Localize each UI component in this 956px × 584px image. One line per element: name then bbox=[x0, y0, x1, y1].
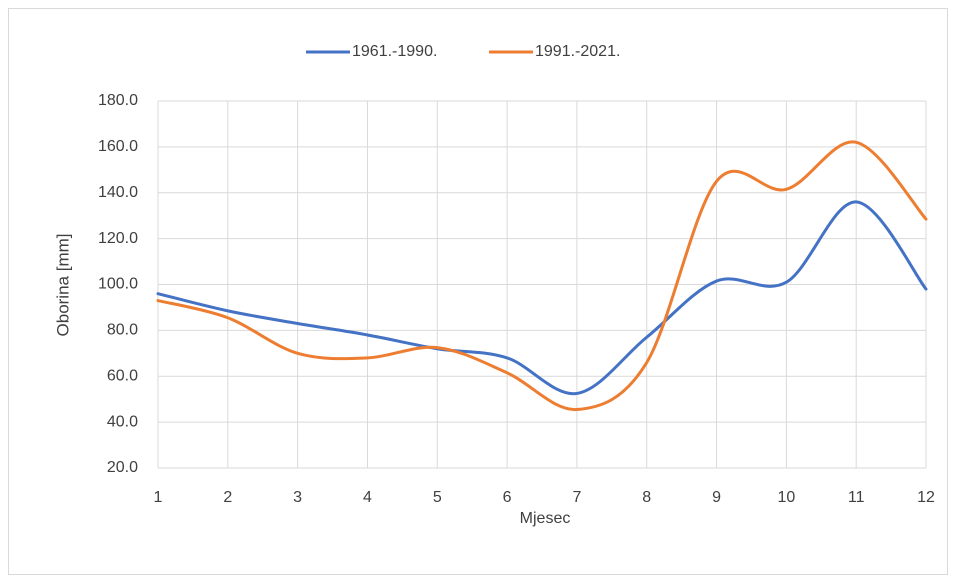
x-tick-label: 8 bbox=[642, 489, 651, 506]
y-tick-label: 160.0 bbox=[98, 138, 138, 155]
series-line bbox=[156, 140, 928, 412]
y-tick-label: 100.0 bbox=[98, 276, 138, 293]
y-axis-title: Oborina [mm] bbox=[53, 234, 72, 337]
x-tick-label: 7 bbox=[572, 489, 581, 506]
x-tick-label: 5 bbox=[433, 489, 442, 506]
y-tick-label: 120.0 bbox=[98, 230, 138, 247]
x-tick-label: 1 bbox=[154, 489, 163, 506]
y-tick-label: 20.0 bbox=[107, 459, 138, 476]
x-tick-label: 9 bbox=[712, 489, 721, 506]
y-tick-label: 140.0 bbox=[98, 184, 138, 201]
x-axis-title: Mjesec bbox=[520, 510, 571, 527]
x-tick-label: 10 bbox=[777, 489, 795, 506]
legend-label: 1961.-1990. bbox=[352, 43, 437, 60]
y-tick-label: 180.0 bbox=[98, 92, 138, 109]
x-tick-label: 6 bbox=[503, 489, 512, 506]
x-tick-label: 12 bbox=[917, 489, 935, 506]
x-tick-label: 11 bbox=[848, 489, 865, 506]
chart-border bbox=[8, 8, 948, 575]
y-tick-label: 60.0 bbox=[107, 367, 138, 384]
x-tick-label: 2 bbox=[223, 489, 232, 506]
x-tick-label: 3 bbox=[293, 489, 302, 506]
series-line bbox=[156, 200, 928, 395]
legend-label: 1991.-2021. bbox=[535, 43, 620, 60]
y-tick-label: 40.0 bbox=[107, 413, 138, 430]
x-tick-label: 4 bbox=[363, 489, 372, 506]
y-tick-label: 80.0 bbox=[107, 322, 138, 339]
